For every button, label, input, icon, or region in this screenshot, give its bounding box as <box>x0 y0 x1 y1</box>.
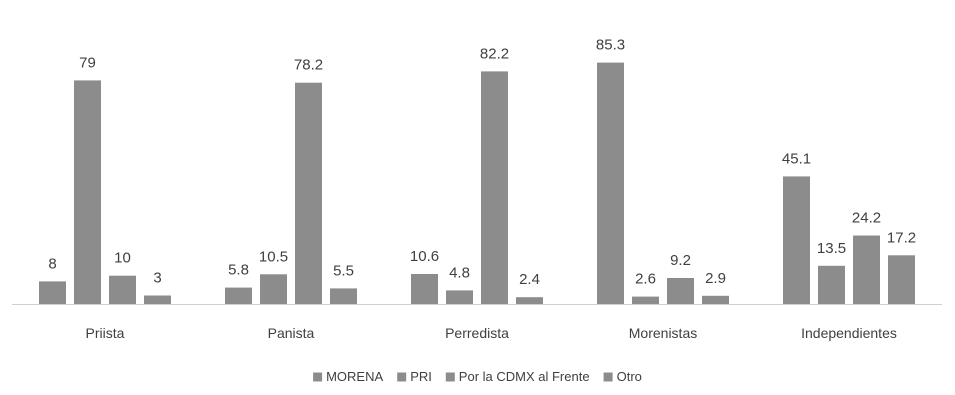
value-label-priista-pri: 79 <box>79 54 96 71</box>
value-label-perredista-pri: 4.8 <box>449 264 470 281</box>
bar-panista-otro <box>330 288 357 304</box>
category-label-perredista: Perredista <box>445 325 509 341</box>
value-label-morenistas-morena: 85.3 <box>596 37 625 54</box>
category-label-priista: Priista <box>86 325 125 341</box>
bar-priista-por-la-cdmx-al-frente <box>109 275 136 304</box>
bar-panista-morena <box>225 287 252 304</box>
legend-label-por-la-cdmx-al-frente: Por la CDMX al Frente <box>459 369 590 384</box>
legend-swatch-por-la-cdmx-al-frente <box>445 372 455 382</box>
bar-morenistas-otro <box>702 295 729 304</box>
bar-morenistas-pri <box>632 296 659 304</box>
value-label-panista-pri: 10.5 <box>259 248 288 265</box>
value-label-panista-por-la-cdmx-al-frente: 78.2 <box>294 57 323 74</box>
category-label-morenistas: Morenistas <box>629 325 697 341</box>
value-label-perredista-morena: 10.6 <box>410 248 439 265</box>
bar-priista-pri <box>74 80 101 305</box>
bar-priista-morena <box>39 281 66 304</box>
bar-morenistas-por-la-cdmx-al-frente <box>667 278 694 304</box>
value-label-independientes-pri: 13.5 <box>817 240 846 257</box>
bar-perredista-morena <box>411 274 438 304</box>
legend-item-morena: MORENA <box>313 369 383 384</box>
value-label-panista-otro: 5.5 <box>333 262 354 279</box>
value-labels-layer: 8 79 10 3 5.8 10.5 78.2 5.5 10.6 4.8 82.2 2.4 85.3 2.… <box>48 37 916 289</box>
value-label-independientes-por-la-cdmx-al-frente: 24.2 <box>852 210 881 227</box>
bar-priista-otro <box>144 295 171 304</box>
value-label-morenistas-pri: 2.6 <box>635 271 656 288</box>
legend: MORENA PRI Por la CDMX al Frente Otro <box>313 369 642 384</box>
legend-swatch-morena <box>313 372 323 382</box>
legend-item-otro: Otro <box>603 369 642 384</box>
value-label-priista-por-la-cdmx-al-frente: 10 <box>114 250 131 267</box>
bar-independientes-morena <box>783 176 810 304</box>
bar-independientes-otro <box>888 255 915 304</box>
legend-label-otro: Otro <box>617 369 642 384</box>
legend-swatch-pri <box>397 372 407 382</box>
bar-independientes-pri <box>818 265 845 304</box>
bar-perredista-pri <box>446 290 473 304</box>
bar-independientes-por-la-cdmx-al-frente <box>853 235 880 304</box>
value-label-priista-morena: 8 <box>48 255 56 272</box>
bar-perredista-otro <box>516 297 543 304</box>
category-label-panista: Panista <box>268 325 315 341</box>
category-labels-layer: Priista Panista Perredista Morenistas Indepe… <box>86 325 897 341</box>
value-label-perredista-por-la-cdmx-al-frente: 82.2 <box>480 45 509 62</box>
bar-panista-por-la-cdmx-al-frente <box>295 82 322 304</box>
value-label-panista-morena: 5.8 <box>228 262 249 279</box>
legend-item-pri: PRI <box>397 369 432 384</box>
category-label-independientes: Independientes <box>801 325 897 341</box>
value-label-priista-otro: 3 <box>153 270 161 287</box>
legend-swatch-otro <box>603 372 613 382</box>
value-label-morenistas-por-la-cdmx-al-frente: 9.2 <box>670 252 691 269</box>
bar-panista-pri <box>260 274 287 304</box>
legend-label-pri: PRI <box>410 369 432 384</box>
value-label-morenistas-otro: 2.9 <box>705 270 726 287</box>
bar-morenistas-morena <box>597 62 624 304</box>
legend-label-morena: MORENA <box>326 369 383 384</box>
bar-perredista-por-la-cdmx-al-frente <box>481 71 508 305</box>
value-label-perredista-otro: 2.4 <box>519 271 540 288</box>
bars-layer <box>39 62 915 305</box>
value-label-independientes-morena: 45.1 <box>782 150 811 167</box>
legend-item-por-la-cdmx-al-frente: Por la CDMX al Frente <box>445 369 590 384</box>
value-label-independientes-otro: 17.2 <box>887 229 916 246</box>
